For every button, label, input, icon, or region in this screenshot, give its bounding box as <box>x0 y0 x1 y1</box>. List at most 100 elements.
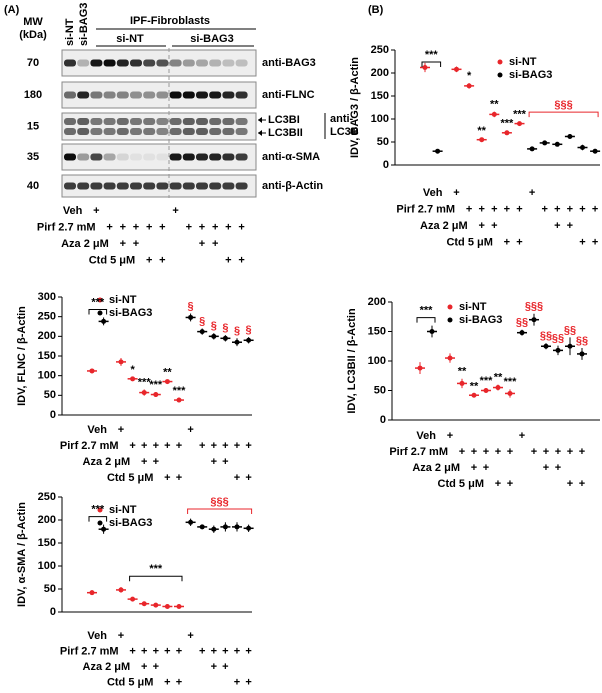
treatment-mark: + <box>567 446 573 458</box>
band <box>169 182 182 190</box>
treatment-mark: + <box>483 462 489 474</box>
significance: ** <box>470 380 479 392</box>
significance: ** <box>490 99 499 111</box>
data-point <box>141 601 147 607</box>
treatment-mark: + <box>187 630 193 642</box>
treatment-mark: + <box>531 446 537 458</box>
band <box>90 182 103 190</box>
data-point <box>459 380 465 386</box>
data-point <box>234 524 240 530</box>
blot-strip <box>61 112 257 141</box>
treatment-mark: + <box>222 440 228 452</box>
data-point <box>211 526 217 532</box>
treatment-mark: + <box>120 221 126 233</box>
bracket-label: *** <box>149 563 163 575</box>
significance: *** <box>138 376 152 388</box>
band <box>90 91 103 99</box>
band <box>209 59 222 67</box>
treatment-mark: + <box>159 221 165 233</box>
y-tick-label: 0 <box>50 606 56 618</box>
row-label: anti-α-SMA <box>262 151 320 163</box>
data-point <box>554 141 560 147</box>
data-point <box>153 392 159 398</box>
bracket <box>528 111 599 118</box>
data-point <box>504 130 510 136</box>
treatment-mark: + <box>153 645 159 657</box>
treatment-mark: + <box>211 661 217 673</box>
band <box>182 118 195 125</box>
band <box>77 118 90 125</box>
significance: ** <box>477 125 486 137</box>
treatment-label: Ctd 5 μM <box>107 472 153 484</box>
treatment-mark: + <box>176 645 182 657</box>
data-point <box>199 524 205 530</box>
y-tick-label: 250 <box>371 44 389 56</box>
band <box>235 59 248 67</box>
significance: § <box>199 315 205 327</box>
significance: *** <box>504 376 518 388</box>
y-tick-label: 100 <box>368 355 386 367</box>
data-point <box>555 347 561 353</box>
treatment-mark: + <box>211 440 217 452</box>
band <box>77 153 90 161</box>
row-label: anti-BAG3 <box>262 57 316 69</box>
data-point <box>164 379 170 385</box>
data-point <box>507 390 513 396</box>
band <box>169 153 182 161</box>
band <box>130 128 142 135</box>
treatment-mark: + <box>186 221 192 233</box>
data-point <box>519 330 525 336</box>
treatment-mark: + <box>245 440 251 452</box>
treatment-mark: + <box>129 440 135 452</box>
band <box>196 118 208 125</box>
treatment-mark: + <box>106 221 112 233</box>
data-point <box>130 376 136 382</box>
treatment-mark: + <box>141 645 147 657</box>
lane-label: si-NT <box>64 18 76 46</box>
treatment-mark: + <box>579 446 585 458</box>
band <box>90 128 103 135</box>
data-point <box>130 596 136 602</box>
bracket-label: §§§ <box>554 99 572 111</box>
significance: ** <box>494 372 503 384</box>
treatment-mark: + <box>529 187 535 199</box>
data-point <box>529 146 535 152</box>
treatment-mark: + <box>159 254 165 266</box>
band <box>156 182 169 190</box>
y-tick-label: 0 <box>383 159 389 171</box>
data-point <box>222 524 228 530</box>
bracket-label: *** <box>91 296 105 308</box>
band <box>156 128 169 135</box>
band <box>156 118 169 125</box>
y-axis-label: IDV, BAG3 / β-Actin <box>349 57 361 158</box>
panel-label: (A) <box>4 4 20 16</box>
treatment-label: Ctd 5 μM <box>446 236 492 248</box>
band <box>222 59 235 67</box>
treatment-mark: + <box>234 472 240 484</box>
data-point <box>542 140 548 146</box>
band <box>64 118 76 125</box>
treatment-mark: + <box>222 456 228 468</box>
arrow-head <box>258 130 262 136</box>
mw-label: (kDa) <box>19 29 47 41</box>
data-point <box>222 335 228 341</box>
y-tick-label: 50 <box>44 583 56 595</box>
bracket <box>416 317 436 323</box>
band <box>209 182 222 190</box>
band <box>130 153 142 161</box>
significance: § <box>246 324 252 336</box>
data-point <box>417 365 423 371</box>
treatment-mark: + <box>555 446 561 458</box>
treatment-label: Aza 2 μM <box>420 220 468 232</box>
significance: §§ <box>540 330 552 342</box>
data-point <box>495 385 501 391</box>
bracket <box>88 516 108 522</box>
data-point <box>429 329 435 334</box>
data-point <box>517 121 522 127</box>
treatment-mark: + <box>516 236 522 248</box>
treatment-mark: + <box>176 676 182 688</box>
band <box>64 91 76 99</box>
band <box>90 118 103 125</box>
band-label: LC3BI <box>268 114 300 126</box>
significance: ** <box>163 367 172 379</box>
